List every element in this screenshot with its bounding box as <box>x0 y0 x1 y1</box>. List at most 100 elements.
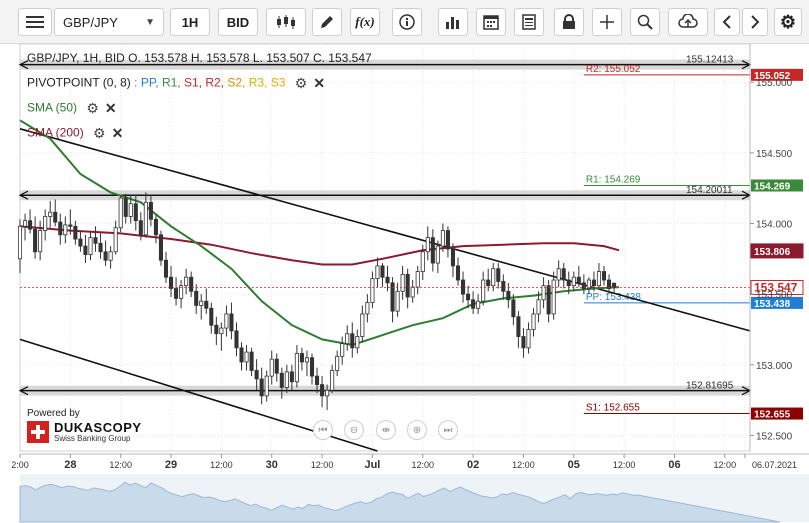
candle-body <box>143 201 148 236</box>
cloud-upload-button[interactable] <box>668 8 708 36</box>
prev-icon <box>722 15 731 29</box>
candle-body <box>73 225 78 240</box>
candle-body <box>606 279 612 289</box>
lock-button[interactable] <box>554 8 584 36</box>
next-button[interactable] <box>742 8 768 36</box>
candle-body <box>360 313 365 337</box>
candle-body <box>370 278 375 304</box>
pivot-level-s2: S2, <box>227 75 249 90</box>
x-tick-label: 12:00 <box>613 460 636 470</box>
pivot-label-r1: R1: 154.269 <box>586 174 641 185</box>
candle-body <box>249 351 254 371</box>
price-chart[interactable]: 155.12413 154.20011 152.81695 R2: 155.052 15… <box>0 44 809 523</box>
x-tick-label: 28 <box>64 459 76 471</box>
candle-body <box>174 288 179 299</box>
candle-body <box>133 203 138 222</box>
candle-body <box>38 230 43 253</box>
sma50-label: SMA (50) <box>27 100 78 115</box>
candle-body <box>264 375 269 397</box>
x-tick-label: 12:00 <box>714 460 737 470</box>
candle-body <box>103 251 108 261</box>
x-axis-bg <box>0 454 809 472</box>
crosshair-button[interactable] <box>592 8 622 36</box>
volume-button[interactable] <box>438 8 468 36</box>
brand-name: DUKASCOPY <box>54 420 142 435</box>
chart-area[interactable]: 155.12413 154.20011 152.81695 R2: 155.052 15… <box>0 44 809 523</box>
candle-body <box>410 286 415 298</box>
candle-body <box>214 324 219 335</box>
cloud-upload-icon <box>678 14 698 28</box>
candle-body <box>476 300 481 309</box>
candle-body <box>330 370 335 391</box>
price-side-button[interactable]: BID <box>218 8 258 36</box>
candle-body <box>78 238 83 247</box>
sma200-remove-icon[interactable]: ✕ <box>111 125 124 141</box>
scroll-end-button[interactable]: ⏭ <box>438 420 458 440</box>
zoom-button[interactable] <box>630 8 660 36</box>
candle-body <box>481 279 486 302</box>
scroll-start-button[interactable]: ⏮ <box>313 420 333 440</box>
symbol-label: GBP/JPY <box>63 14 118 30</box>
y-tick-label: 153.000 <box>756 361 793 372</box>
prev-button[interactable] <box>714 8 740 36</box>
symbol-selector[interactable]: GBP/JPY ▼ <box>54 8 164 36</box>
candle-body <box>209 307 214 326</box>
drawing-button[interactable] <box>312 8 342 36</box>
settings-button[interactable]: ⚙ <box>774 8 802 36</box>
candle-body <box>335 355 340 371</box>
candle-body <box>219 327 224 335</box>
zoom-out-button[interactable]: ⊖ <box>344 420 364 440</box>
y-tick-label: 154.500 <box>756 149 793 160</box>
sma50-legend: SMA (50) ⚙ ✕ <box>27 100 117 117</box>
candle-body <box>415 271 420 288</box>
candle-body <box>123 197 128 217</box>
dukascopy-logo: DUKASCOPY Swiss Banking Group <box>27 420 141 446</box>
candle-body <box>269 358 274 377</box>
candle-body <box>259 378 264 397</box>
x-tick-label: 12:00 <box>210 460 233 470</box>
pivot-remove-icon[interactable]: ✕ <box>313 75 326 91</box>
chart-type-button[interactable] <box>266 8 306 36</box>
candle-body <box>612 282 617 288</box>
sma50-remove-icon[interactable]: ✕ <box>104 100 117 116</box>
pivot-level-s3: S3 <box>270 75 286 90</box>
info-button[interactable] <box>392 8 422 36</box>
pivot-price-box <box>751 296 803 309</box>
x-tick-label: Jul <box>364 459 380 471</box>
candle-body <box>586 279 591 289</box>
candle-body <box>309 357 315 377</box>
indicators-button[interactable]: f(x) <box>350 8 380 36</box>
candle-body <box>380 265 385 278</box>
candle-body <box>450 248 456 267</box>
ohlc-header: GBP/JPY, 1H, BID O. 153.578 H. 153.578 L… <box>27 51 372 65</box>
pivot-settings-icon[interactable]: ⚙ <box>294 75 308 91</box>
candle-body <box>163 259 169 278</box>
zoom-in-button[interactable]: ⊕ <box>407 420 427 440</box>
candle-body <box>375 265 380 280</box>
candle-body <box>148 201 153 220</box>
candle-body <box>531 313 536 330</box>
report-button[interactable] <box>514 8 544 36</box>
calendar-button[interactable] <box>476 8 506 36</box>
candle-body <box>440 230 445 247</box>
menu-button[interactable] <box>18 8 52 36</box>
price-marker-box <box>750 280 804 296</box>
sma200-settings-icon[interactable]: ⚙ <box>93 125 106 141</box>
candle-body <box>345 333 350 345</box>
sma50-settings-icon[interactable]: ⚙ <box>86 100 99 116</box>
timeframe-button[interactable]: 1H <box>170 8 210 36</box>
candle-body <box>184 276 189 287</box>
candle-body <box>526 329 531 349</box>
fit-button[interactable]: ⇼ <box>376 420 396 440</box>
candle-body <box>199 300 204 306</box>
candle-body <box>113 227 118 253</box>
candle-body <box>420 251 425 272</box>
plot-frame <box>19 44 751 452</box>
timeframe-label: 1H <box>181 14 199 30</box>
candle-body <box>350 333 355 349</box>
candle-body <box>244 351 249 363</box>
candle-body <box>435 245 440 264</box>
candle-body <box>224 313 229 329</box>
candle-body <box>33 228 38 253</box>
price-side-label: BID <box>226 14 250 30</box>
